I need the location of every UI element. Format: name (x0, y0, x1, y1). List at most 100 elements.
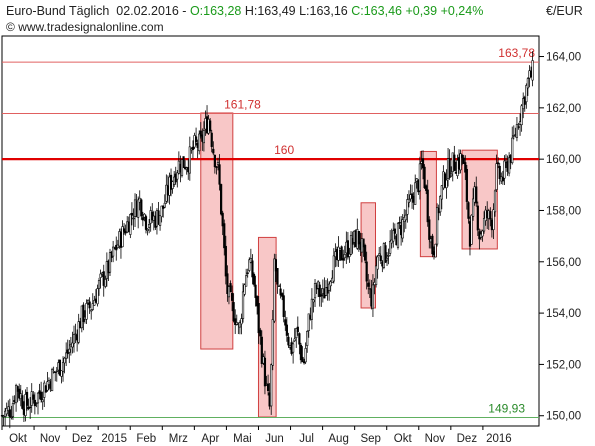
candle-body (404, 214, 407, 221)
candle-body (464, 162, 467, 173)
candle-body (312, 299, 315, 303)
level-label: 149,93 (488, 402, 525, 416)
candle-body (307, 313, 310, 332)
candle-body (329, 281, 332, 287)
candle-body (277, 285, 281, 287)
candle-body (467, 202, 470, 219)
candle-body (365, 261, 368, 282)
candle-body (434, 243, 437, 258)
candle-body (54, 371, 57, 373)
source-line: © www.tradesignalonline.com (6, 20, 164, 34)
candle-body (65, 352, 68, 359)
candle-body (21, 395, 24, 409)
candle-body (223, 223, 226, 249)
candle-body (215, 166, 218, 168)
candle-body (384, 245, 387, 263)
candle-body (220, 184, 223, 215)
candle-body (348, 253, 351, 257)
candle-body (274, 259, 278, 272)
candle-body (425, 185, 428, 191)
candle-body (266, 383, 270, 392)
y-tick-label: 162,00 (546, 103, 581, 115)
candle-body (406, 199, 409, 215)
x-tick-label: Aug (328, 433, 348, 445)
candle-body (472, 198, 475, 217)
candle-body (191, 146, 195, 150)
highlight-box (360, 202, 376, 309)
candle-body (130, 212, 134, 216)
close-value: C:163,46 (351, 4, 402, 18)
candle-body (246, 272, 249, 274)
candle-body (252, 273, 256, 285)
candle-body (450, 173, 453, 177)
candle-body (224, 245, 227, 277)
y-tick-label: 152,00 (546, 359, 581, 371)
candle-body (298, 333, 301, 345)
candle-body (284, 319, 287, 326)
candle-body (525, 85, 528, 103)
candle-body (25, 391, 29, 406)
candle-body (249, 258, 252, 263)
candle-body (132, 217, 135, 220)
candle-body (11, 403, 15, 417)
candle-body (421, 158, 425, 169)
highlight-box (200, 112, 234, 350)
candle-body (232, 302, 235, 322)
x-tick-label: Sep (360, 433, 380, 445)
candle-body (390, 239, 393, 244)
candle-body (5, 408, 8, 415)
candle-body (129, 214, 132, 235)
candle-body (104, 279, 107, 287)
candle-body (526, 78, 529, 89)
candle-body (414, 182, 417, 205)
candle-body (254, 284, 257, 298)
candle-body (508, 157, 511, 174)
x-tick-label: Mrz (169, 433, 188, 445)
x-tick-label: Jun (265, 433, 284, 445)
candle-body (428, 219, 431, 240)
candle-body (88, 301, 91, 309)
candle-body (374, 265, 378, 286)
candle-body (489, 211, 492, 220)
candle-body (470, 214, 473, 245)
x-tick-label: Okt (9, 433, 28, 445)
candle-body (171, 181, 174, 189)
candle-body (97, 280, 101, 289)
candle-body (337, 246, 340, 261)
candle-body (273, 258, 276, 322)
candle-body (77, 321, 80, 343)
candle-body (245, 275, 248, 287)
candle-body (287, 336, 290, 346)
candle-body (389, 240, 392, 254)
candle-body (226, 273, 229, 294)
candle-body (259, 329, 262, 337)
candle-body (218, 164, 221, 185)
candle-body (295, 328, 298, 339)
candle-body (202, 130, 206, 144)
candle-body (221, 212, 224, 227)
change-percent: +0,24% (440, 4, 484, 18)
candle-body (55, 370, 58, 373)
candle-body (349, 234, 353, 255)
candle-body (263, 357, 267, 387)
candle-body (357, 231, 360, 245)
candle-body (517, 126, 520, 128)
candle-body (407, 198, 411, 203)
candle-body (367, 282, 370, 287)
candle-body (148, 224, 151, 228)
candle-body (182, 156, 185, 168)
candle-body (144, 216, 148, 230)
candle-body (29, 406, 32, 409)
x-tick-label: Feb (136, 433, 156, 445)
candle-body (426, 189, 429, 223)
level-label: 160 (274, 143, 294, 157)
candle-body (209, 120, 212, 132)
candle-body (292, 343, 295, 353)
candle-body (301, 356, 304, 363)
candle-body (281, 293, 284, 297)
candle-body (198, 133, 201, 152)
candle-body (61, 362, 65, 372)
candle-body (50, 369, 54, 392)
candle-body (90, 309, 93, 312)
candle-body (143, 213, 146, 218)
